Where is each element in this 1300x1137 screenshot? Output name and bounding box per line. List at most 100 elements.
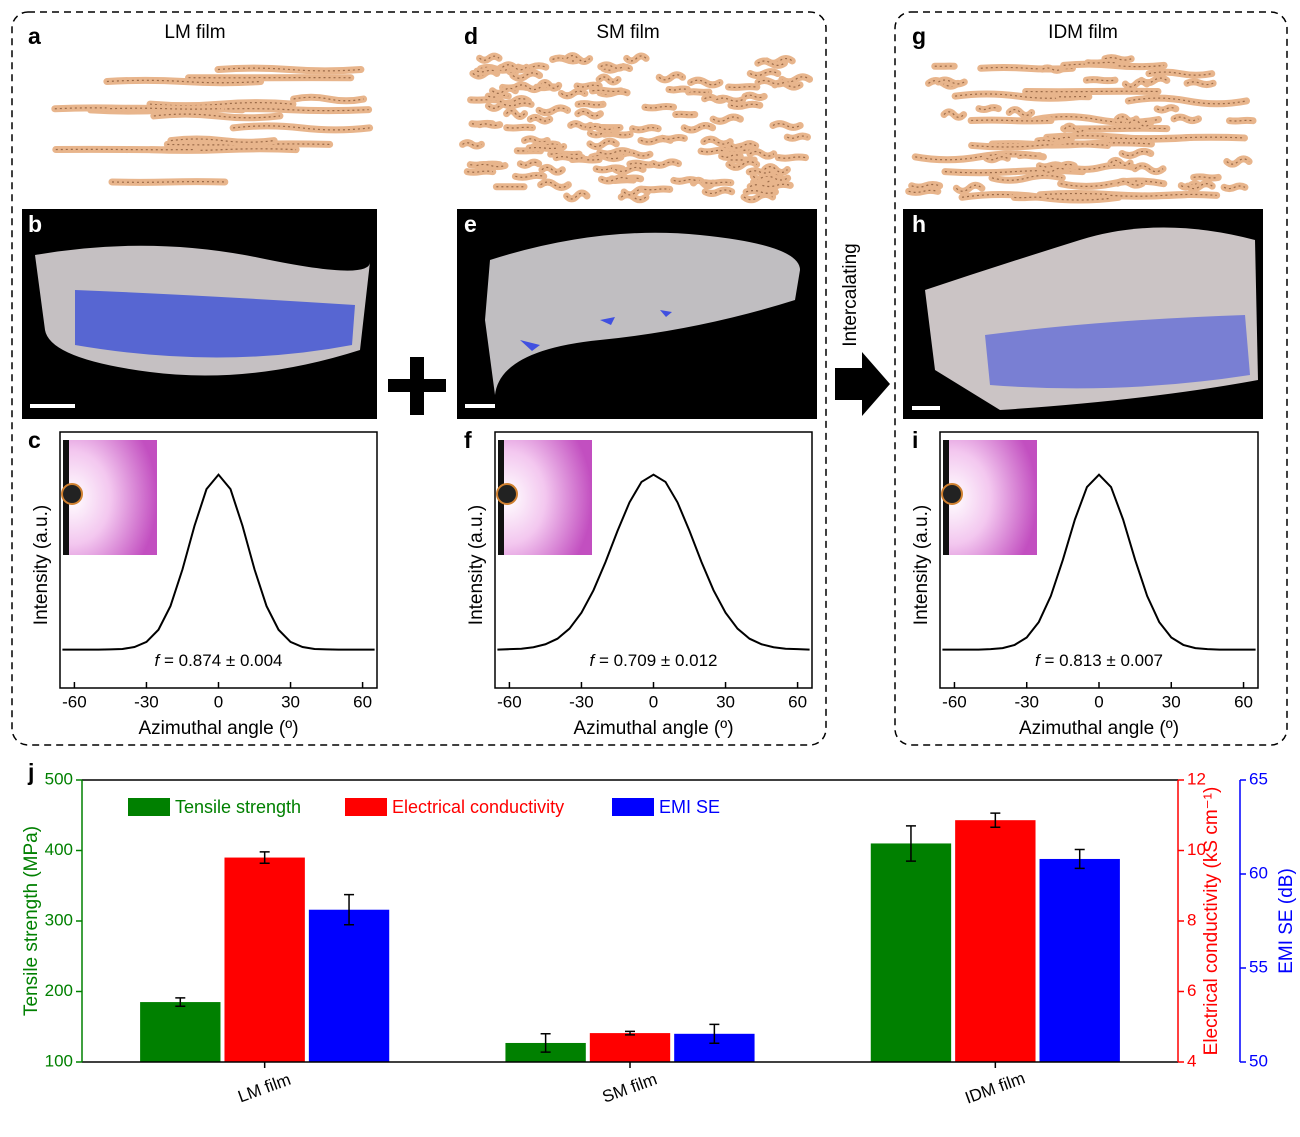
flake-edge (600, 64, 624, 69)
flake (1084, 58, 1119, 67)
x-tick-label: SM film (600, 1069, 660, 1106)
flake (498, 61, 530, 74)
panel-letter: g (912, 23, 926, 49)
flake-edge (591, 155, 622, 160)
annotation: f = 0.709 ± 0.012 (590, 651, 718, 670)
flake (908, 180, 944, 191)
dashed-frame (894, 11, 1288, 746)
x-tick-label: IDM film (962, 1068, 1027, 1107)
y-tick-label: 100 (45, 1051, 73, 1070)
x-tick-label: -60 (497, 692, 522, 711)
flake-edge (577, 110, 601, 117)
y-tick-label: 200 (45, 981, 73, 1000)
flake (563, 52, 594, 66)
flake-edge (589, 125, 614, 131)
render-image (457, 209, 817, 419)
y2-tick-label: 8 (1187, 910, 1196, 929)
flake-edge (944, 169, 1083, 174)
flake (500, 99, 535, 110)
flake-edge (540, 181, 569, 189)
flake-edge (690, 79, 721, 86)
flake-edge (749, 150, 775, 157)
flake-edge (1121, 150, 1152, 157)
flake-edge (111, 181, 225, 183)
flake (952, 181, 986, 195)
flake-edge (561, 90, 586, 97)
flake (700, 135, 734, 148)
inset-beamstop (61, 483, 83, 505)
error-bar (625, 1030, 635, 1036)
bar (140, 1002, 221, 1062)
legend-swatch (128, 798, 170, 816)
y3-tick-label: 55 (1249, 957, 1268, 976)
flake-edge (570, 123, 591, 128)
flake-edge (721, 154, 741, 158)
flake-edge (1110, 159, 1131, 166)
legend-label: EMI SE (659, 797, 720, 817)
error-bar (540, 1033, 551, 1053)
flake-edge (1110, 193, 1217, 197)
flake (1016, 151, 1043, 160)
flake-edge (1008, 108, 1033, 117)
y-axis-label: Intensity (a.u.) (911, 505, 932, 625)
dashed-frame (11, 11, 827, 746)
annotation-text: = 0.709 ± 0.012 (599, 651, 718, 670)
flake-edge (492, 87, 516, 94)
flake-edge (1042, 67, 1062, 71)
flake-edge (566, 192, 588, 200)
flake-edge (943, 111, 965, 118)
flake (709, 113, 744, 125)
flake-edge (745, 189, 776, 194)
annotation: f = 0.874 ± 0.004 (155, 651, 283, 670)
plus-sign (388, 357, 446, 415)
flake-edge (781, 76, 810, 83)
flake-edge (529, 116, 551, 122)
flake (552, 153, 586, 163)
y-axis-label: Intensity (a.u.) (466, 505, 487, 625)
flake (1106, 133, 1249, 143)
flake-edge (1039, 192, 1187, 197)
flake-edge (539, 81, 560, 89)
x-tick-label: 30 (281, 692, 300, 711)
flake-edge (1156, 107, 1177, 111)
bar (955, 820, 1036, 1062)
flake (1101, 54, 1135, 64)
flake (509, 69, 544, 82)
flake-edge (506, 126, 533, 129)
y-axis-label: Tensile strength (MPa) (21, 826, 42, 1016)
flake-edge (293, 96, 364, 102)
flake-edge (744, 94, 765, 99)
flake (641, 102, 678, 112)
flake-edge (499, 97, 529, 105)
flake-edge (644, 188, 670, 191)
y2-tick-label: 10 (1187, 840, 1206, 859)
flake (934, 76, 968, 88)
x-axis-label: Azimuthal angle (º) (1019, 718, 1179, 739)
flake-edge (705, 181, 731, 184)
x-tick-label: -60 (942, 692, 967, 711)
x-axis-label: Azimuthal angle (º) (573, 718, 733, 739)
flake-edge (479, 123, 500, 126)
panel-title: LM film (164, 22, 225, 43)
flake (649, 158, 682, 169)
x-tick-label: 30 (1162, 692, 1181, 711)
flake (150, 110, 284, 122)
y2-tick-label: 6 (1187, 981, 1196, 1000)
flake-edge (728, 161, 758, 168)
flake (724, 83, 761, 91)
flake-edge (1134, 165, 1164, 173)
panel-title: SM film (596, 22, 659, 43)
x-axis-label: Azimuthal angle (º) (138, 718, 298, 739)
flake-edge (723, 149, 754, 152)
flake (746, 68, 782, 79)
flake-edge (467, 170, 493, 173)
flake-edge (538, 107, 568, 114)
x-tick-label: LM film (235, 1070, 293, 1107)
flake-edge (1064, 125, 1085, 133)
panel-letter: b (28, 211, 42, 237)
flake-edge (1193, 176, 1219, 179)
flake (588, 86, 625, 95)
flake-edge (577, 103, 604, 106)
panel-letter: a (28, 23, 41, 49)
